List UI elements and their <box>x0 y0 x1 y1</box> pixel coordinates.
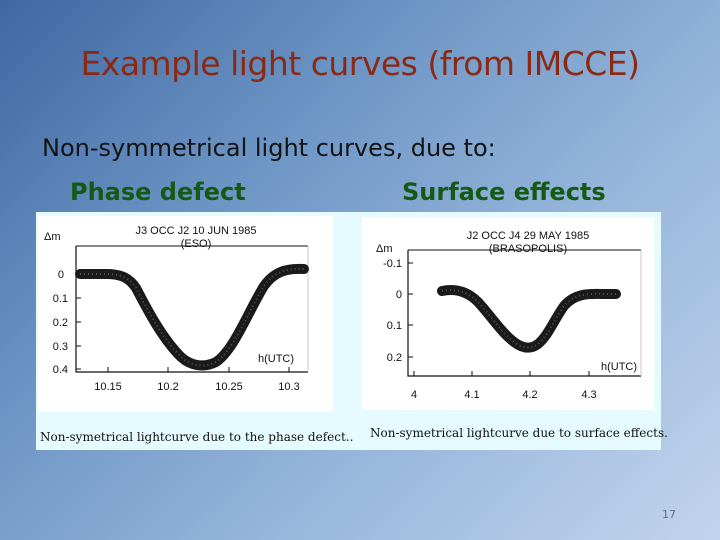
left-y-tick-label: 0.2 <box>53 317 68 329</box>
right-plot-axes <box>407 250 641 377</box>
left-x-axis-label: h(UTC) <box>258 353 294 365</box>
left-figure-caption: Non-symetrical lightcurve due to the pha… <box>40 430 354 444</box>
left-y-tick-label: 0.4 <box>53 364 68 376</box>
left-plot-axes <box>75 246 308 373</box>
label-surface-effects: Surface effects <box>402 178 606 206</box>
right-x-tick-label: 4.3 <box>581 389 596 401</box>
page-number: 17 <box>662 508 676 521</box>
right-y-tick-label: 0.1 <box>387 320 402 332</box>
slide-title: Example light curves (from IMCCE) <box>80 44 640 83</box>
left-x-tick-label: 10.2 <box>157 381 178 393</box>
left-y-axis-label: Δm <box>44 231 61 243</box>
label-phase-defect: Phase defect <box>70 178 246 206</box>
right-plot-header: J2 OCC J4 29 MAY 1985 <box>467 230 590 242</box>
right-figure-caption: Non-symetrical lightcurve due to surface… <box>370 426 668 440</box>
right-x-tick-label: 4.1 <box>464 389 479 401</box>
left-plot-header: J3 OCC J2 10 JUN 1985 <box>135 225 256 237</box>
right-x-axis-label: h(UTC) <box>601 361 637 373</box>
right-plot-observatory: (BRASOPOLIS) <box>489 243 567 255</box>
left-x-tick-label: 10.25 <box>215 381 243 393</box>
left-x-tick-label: 10.3 <box>278 381 299 393</box>
right-y-tick-label: 0 <box>396 289 402 301</box>
left-plot-background <box>38 216 333 412</box>
right-x-tick-label: 4 <box>411 389 417 401</box>
left-y-tick-label: 0.1 <box>53 293 68 305</box>
right-x-tick-label: 4.2 <box>522 389 537 401</box>
left-x-tick-label: 10.15 <box>94 381 122 393</box>
left-y-tick-label: 0.3 <box>53 341 68 353</box>
left-y-tick-label: 0 <box>58 269 64 281</box>
slide-subtitle: Non-symmetrical light curves, due to: <box>42 134 496 162</box>
right-y-axis-label: Δm <box>376 243 393 255</box>
left-light-curve-scatter <box>80 267 305 367</box>
right-y-tick-label: -0.1 <box>383 258 402 270</box>
right-y-tick-label: 0.2 <box>387 352 402 364</box>
left-plot-observatory: (ESO) <box>181 238 212 250</box>
light-curve-figures: J3 OCC J2 10 JUN 1985 (ESO) Δm 0 0.1 0.2… <box>38 216 654 412</box>
figure-panel: J3 OCC J2 10 JUN 1985 (ESO) Δm 0 0.1 0.2… <box>36 212 668 450</box>
right-light-curve-scatter <box>441 289 616 349</box>
